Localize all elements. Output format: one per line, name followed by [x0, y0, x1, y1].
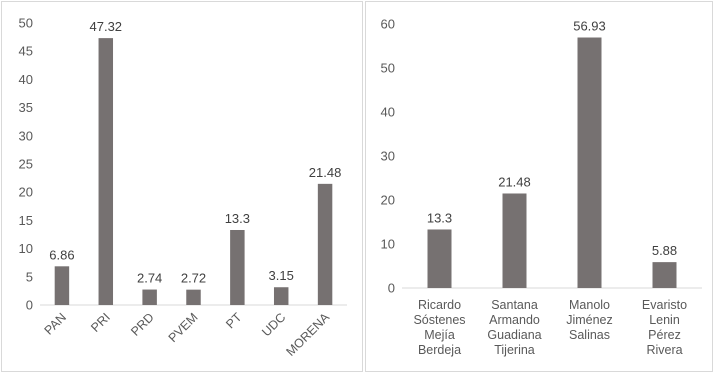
- x-tick-label: Lenin: [649, 313, 680, 327]
- bar-udc: [273, 287, 289, 305]
- bar-pt: [230, 229, 245, 305]
- x-tick-label: UDC: [259, 310, 288, 339]
- y-tick-label: 40: [19, 72, 33, 87]
- x-tick-label: Manolo: [569, 298, 610, 312]
- bar-pvem: [186, 289, 201, 305]
- x-tick-label: PT: [223, 310, 244, 331]
- bar-santana-armando-guadiana-tijerina: [502, 193, 527, 288]
- y-tick-label: 5: [26, 269, 33, 284]
- y-tick-label: 10: [381, 237, 395, 252]
- data-label-ricardo-sostenes-mejia-berdeja: 13.3: [427, 210, 452, 225]
- y-tick-label: 30: [19, 128, 33, 143]
- data-label-santana-armando-guadiana-tijerina: 21.48: [498, 174, 531, 189]
- x-tick-label: PRD: [128, 310, 157, 339]
- x-tick-label: MORENA: [283, 310, 332, 359]
- y-tick-label: 35: [19, 100, 33, 115]
- bar-evaristo-lenin-perez-rivera: [652, 262, 677, 288]
- y-tick-label: 20: [19, 185, 33, 200]
- x-tick-label: Sóstenes: [413, 313, 465, 327]
- bar-pri: [98, 38, 114, 305]
- party-vote-chart-panel: 0 5 10 15 20 25 30 35 40 45 50 6.86 PAN 47.32 PRI 2.74 P…: [1, 1, 363, 372]
- data-label-udc: 3.15: [269, 268, 294, 283]
- x-tick-label: Guadiana: [487, 328, 541, 342]
- bar-morena: [317, 183, 333, 305]
- y-tick-label: 40: [381, 105, 395, 120]
- candidate-vote-bar-chart: 0 10 20 30 40 50 60 13.3 RicardoSóstenesMejíaBer…: [381, 17, 702, 357]
- y-tick-label: 0: [388, 281, 395, 296]
- x-tick-label: Salinas: [569, 328, 610, 342]
- data-label-manolo-jimenez-salinas: 56.93: [573, 19, 606, 34]
- y-tick-label: 50: [381, 61, 395, 76]
- data-label-pt: 13.3: [225, 211, 250, 226]
- y-tick-label: 15: [19, 213, 33, 228]
- bar-ricardo-sostenes-mejia-berdeja: [427, 229, 452, 288]
- y-tick-label: 20: [381, 193, 395, 208]
- data-label-pvem: 2.72: [181, 271, 206, 286]
- x-tick-label: Rivera: [646, 343, 682, 357]
- x-tick-label: Armando: [489, 313, 540, 327]
- x-tick-label: PAN: [42, 310, 69, 337]
- bar-pan: [54, 266, 70, 305]
- data-label-morena: 21.48: [309, 165, 342, 180]
- data-label-evaristo-lenin-perez-rivera: 5.88: [652, 243, 677, 258]
- bar-manolo-jimenez-salinas: [577, 37, 602, 289]
- x-tick-label: PVEM: [166, 310, 201, 345]
- party-vote-bar-chart: 0 5 10 15 20 25 30 35 40 45 50 6.86 PAN 47.32 PRI 2.74 P…: [19, 16, 347, 359]
- data-label-prd: 2.74: [137, 271, 162, 286]
- x-tick-label: Berdeja: [418, 343, 461, 357]
- x-tick-label: Mejía: [424, 328, 455, 342]
- y-tick-label: 50: [19, 16, 33, 31]
- x-tick-label: PRI: [88, 310, 113, 335]
- y-tick-label: 0: [26, 298, 33, 313]
- bar-prd: [142, 289, 157, 305]
- x-tick-label: Ricardo: [418, 298, 461, 312]
- x-tick-label: Santana: [491, 298, 538, 312]
- y-tick-label: 60: [381, 17, 395, 32]
- x-tick-label: Tijerina: [494, 343, 535, 357]
- x-tick-label: Evaristo: [642, 298, 687, 312]
- y-tick-label: 30: [381, 149, 395, 164]
- candidate-vote-chart-panel: 0 10 20 30 40 50 60 13.3 Ricardo Sóstenes Mejía Ber…: [365, 1, 713, 372]
- x-tick-label: Pérez: [648, 328, 681, 342]
- y-tick-label: 25: [19, 157, 33, 172]
- data-label-pri: 47.32: [90, 19, 123, 34]
- data-label-pan: 6.86: [49, 247, 74, 262]
- y-tick-label: 10: [19, 241, 33, 256]
- y-tick-label: 45: [19, 44, 33, 59]
- x-tick-label: Jiménez: [566, 313, 613, 327]
